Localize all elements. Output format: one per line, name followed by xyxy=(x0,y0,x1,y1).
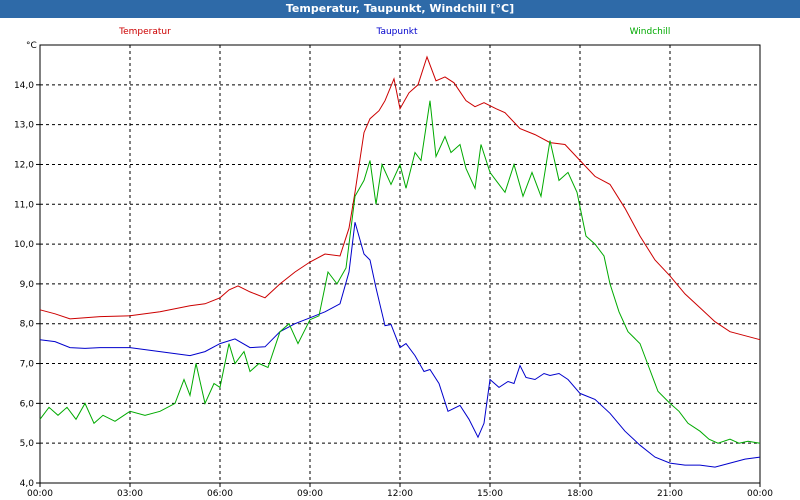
y-unit-label: °C xyxy=(26,41,37,51)
y-tick-label: 12,0 xyxy=(14,160,34,170)
x-tick-time-label: 15:00 xyxy=(477,489,503,499)
x-tick-time-label: 18:00 xyxy=(567,489,593,499)
y-tick-label: 5,0 xyxy=(20,439,35,449)
y-tick-label: 4,0 xyxy=(20,479,35,489)
x-tick-time-label: 09:00 xyxy=(297,489,323,499)
line-chart: 4,0 5,0 6,0 7,0 8,0 9,0 10,0 11,0 12,0 13,0 14,0 °C… xyxy=(14,27,773,499)
y-tick-label: 7,0 xyxy=(20,360,35,370)
x-tick-time-label: 03:00 xyxy=(117,489,143,499)
legend-label-windchill: Windchill xyxy=(630,27,671,37)
x-tick-time-label: 00:00 xyxy=(27,489,53,499)
y-tick-label: 11,0 xyxy=(14,200,34,210)
legend-label-temperatur: Temperatur xyxy=(118,27,171,37)
chart-title: Temperatur, Taupunkt, Windchill [°C] xyxy=(0,0,800,18)
series-line-windchill xyxy=(39,100,761,444)
y-tick-label: 9,0 xyxy=(20,280,35,290)
x-tick-time-label: 12:00 xyxy=(387,489,413,499)
axes: 4,0 5,0 6,0 7,0 8,0 9,0 10,0 11,0 12,0 13,0 14,0 °C… xyxy=(14,41,773,499)
chart-area: 4,0 5,0 6,0 7,0 8,0 9,0 10,0 11,0 12,0 13,0 14,0 °C… xyxy=(0,18,800,500)
legend: Temperatur Taupunkt Windchill xyxy=(118,27,670,37)
y-tick-label: 14,0 xyxy=(14,81,34,91)
y-tick-label: 13,0 xyxy=(14,121,34,131)
y-tick-label: 6,0 xyxy=(20,399,35,409)
grid xyxy=(40,45,760,483)
series-line-taupunkt xyxy=(39,222,761,468)
y-tick-label: 8,0 xyxy=(20,320,35,330)
x-tick-time-label: 21:00 xyxy=(657,489,683,499)
legend-label-taupunkt: Taupunkt xyxy=(375,27,418,37)
series-lines xyxy=(39,55,761,468)
series-line-temperatur xyxy=(39,55,761,341)
y-tick-label: 10,0 xyxy=(14,240,34,250)
x-tick-time-label: 00:00 xyxy=(747,489,773,499)
x-tick-time-label: 06:00 xyxy=(207,489,233,499)
